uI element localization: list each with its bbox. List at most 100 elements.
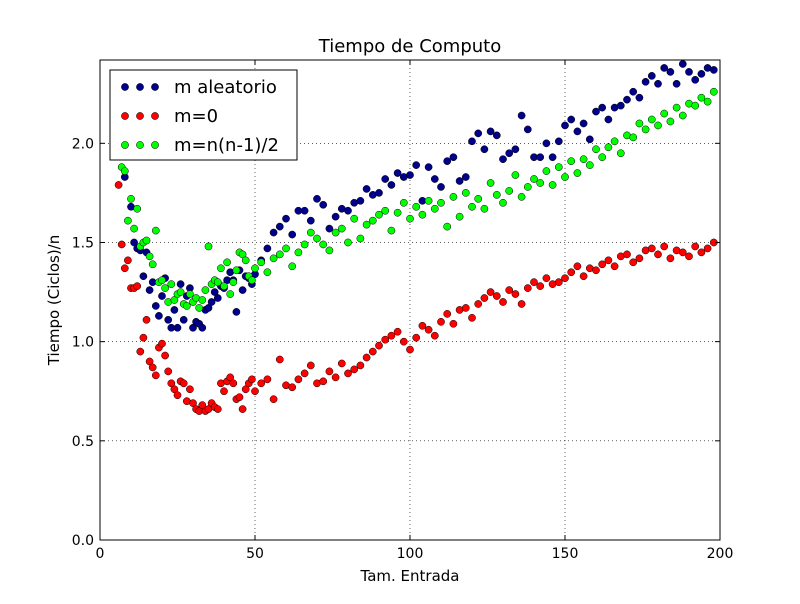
data-point [331, 212, 340, 221]
data-point [282, 214, 290, 223]
data-point [393, 208, 402, 217]
data-point [151, 371, 160, 380]
data-point [170, 385, 179, 394]
data-point [189, 323, 197, 332]
data-point [610, 137, 619, 146]
data-point [232, 266, 241, 275]
data-point [461, 173, 470, 181]
legend-marker [136, 112, 144, 120]
data-point [173, 323, 182, 332]
data-point [616, 101, 625, 110]
data-point [173, 391, 182, 400]
data-point [561, 121, 569, 130]
data-point [179, 315, 188, 324]
legend-marker [136, 83, 144, 91]
data-point [238, 405, 247, 413]
data-point [468, 137, 476, 146]
data-point [282, 244, 290, 253]
data-point [660, 242, 669, 251]
data-point [375, 210, 383, 219]
data-point [505, 286, 514, 294]
data-point [592, 266, 600, 275]
data-point [114, 181, 123, 189]
data-point [120, 264, 129, 273]
data-point [151, 226, 160, 235]
data-point [393, 169, 402, 177]
data-point [186, 385, 194, 394]
data-point [362, 220, 371, 229]
data-point [449, 193, 458, 201]
data-point [368, 216, 377, 225]
data-point [480, 294, 489, 302]
data-point [554, 278, 563, 286]
chart-title: Tiempo de Computo [318, 36, 501, 57]
data-point [319, 377, 328, 386]
data-point [313, 234, 321, 243]
data-point [666, 254, 675, 263]
data-point [691, 242, 700, 251]
data-point [223, 258, 231, 267]
data-point [635, 119, 644, 128]
data-point [554, 163, 563, 171]
data-point [530, 175, 538, 183]
data-point [697, 93, 706, 102]
data-point [235, 393, 244, 402]
data-point [238, 286, 247, 294]
data-point [691, 75, 700, 84]
data-point [536, 282, 545, 290]
data-point [387, 181, 396, 189]
data-point [145, 252, 154, 261]
data-point [375, 189, 383, 197]
data-point [474, 300, 483, 308]
data-point [406, 214, 414, 223]
legend-label: m=0 [174, 106, 218, 127]
data-point [443, 310, 452, 318]
data-point [232, 308, 241, 316]
legend-label: m aleatorio [174, 77, 277, 98]
data-point [418, 321, 427, 330]
data-point [195, 304, 204, 312]
data-point [344, 238, 352, 247]
data-point [610, 262, 619, 271]
data-point [598, 103, 607, 112]
data-point [647, 72, 656, 80]
data-point [127, 194, 135, 203]
data-point [424, 163, 433, 171]
data-point [623, 95, 631, 104]
series-layer [111, 60, 718, 415]
data-point [325, 224, 334, 233]
data-point [300, 240, 309, 249]
data-point [167, 379, 176, 388]
legend-marker [121, 141, 129, 149]
data-point [523, 284, 532, 292]
data-point [585, 161, 594, 169]
data-point [567, 157, 576, 166]
data-point [151, 302, 160, 310]
data-point [523, 183, 532, 191]
data-point [182, 302, 191, 310]
data-point [641, 77, 650, 86]
legend-marker [136, 141, 144, 149]
data-point [179, 379, 188, 388]
data-point [592, 107, 600, 116]
data-point [678, 60, 687, 68]
data-point [505, 149, 514, 158]
data-point [443, 222, 452, 231]
data-point [145, 357, 154, 366]
data-point [635, 254, 644, 263]
data-point [492, 292, 501, 300]
data-point [161, 351, 169, 360]
data-point [604, 143, 613, 152]
data-point [672, 103, 681, 112]
data-point [251, 264, 259, 273]
legend-marker [151, 83, 159, 91]
data-point [499, 155, 507, 164]
data-point [561, 173, 569, 181]
data-point [189, 399, 197, 407]
data-point [629, 87, 638, 96]
data-point [133, 282, 142, 290]
data-point [678, 111, 687, 120]
data-point [480, 145, 489, 154]
data-point [120, 167, 129, 175]
data-point [523, 125, 532, 134]
